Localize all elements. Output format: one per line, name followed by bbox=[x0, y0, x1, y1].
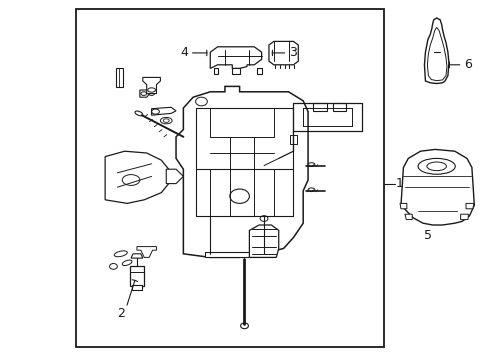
Polygon shape bbox=[249, 225, 278, 257]
Text: 1: 1 bbox=[395, 177, 403, 190]
Bar bbox=[116, 68, 122, 87]
Bar bbox=[332, 103, 346, 111]
Ellipse shape bbox=[307, 188, 314, 192]
Polygon shape bbox=[424, 18, 448, 84]
Polygon shape bbox=[465, 203, 473, 209]
Bar bbox=[132, 285, 142, 290]
Polygon shape bbox=[105, 151, 168, 203]
Polygon shape bbox=[131, 254, 142, 258]
Polygon shape bbox=[142, 77, 160, 94]
Polygon shape bbox=[400, 149, 473, 225]
Polygon shape bbox=[137, 247, 156, 257]
Polygon shape bbox=[214, 68, 217, 74]
Polygon shape bbox=[176, 86, 307, 257]
Polygon shape bbox=[151, 107, 176, 115]
Bar bbox=[289, 135, 297, 144]
Polygon shape bbox=[460, 214, 468, 220]
Polygon shape bbox=[404, 214, 411, 220]
Polygon shape bbox=[140, 90, 155, 97]
Polygon shape bbox=[205, 252, 273, 257]
Text: 3: 3 bbox=[289, 46, 297, 59]
Text: 6: 6 bbox=[463, 58, 471, 71]
Ellipse shape bbox=[307, 163, 314, 166]
Bar bbox=[129, 266, 144, 286]
Text: 2: 2 bbox=[117, 307, 125, 320]
Polygon shape bbox=[166, 169, 183, 184]
Text: 5: 5 bbox=[423, 229, 431, 242]
Ellipse shape bbox=[240, 323, 248, 329]
Ellipse shape bbox=[135, 111, 142, 116]
Bar bbox=[312, 103, 326, 111]
Polygon shape bbox=[232, 68, 239, 74]
Polygon shape bbox=[210, 47, 261, 68]
Bar bbox=[76, 9, 383, 347]
Polygon shape bbox=[268, 41, 298, 65]
Polygon shape bbox=[399, 203, 406, 209]
Polygon shape bbox=[256, 68, 261, 74]
Text: 4: 4 bbox=[180, 46, 187, 59]
